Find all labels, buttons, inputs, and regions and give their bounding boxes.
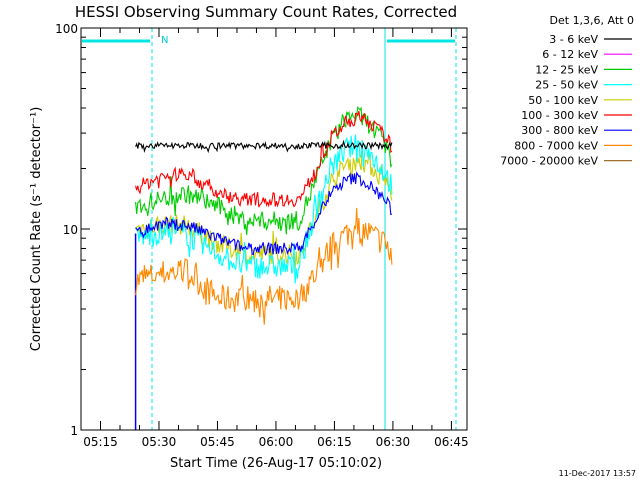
series-line-800-7000keV	[135, 207, 393, 325]
series-line-12-25keV	[135, 105, 393, 235]
y-axis: 1 10 100	[55, 22, 467, 438]
legend-label: 25 - 50 keV	[535, 79, 598, 92]
legend-label: 800 - 7000 keV	[514, 139, 598, 152]
y-tick-label: 100	[55, 22, 78, 36]
series-line-100-300keV	[135, 110, 393, 208]
x-tick-label: 05:45	[200, 435, 235, 449]
footer-date: 11-Dec-2017 13:57	[559, 469, 636, 478]
plot-marks	[80, 28, 457, 430]
legend-label: 100 - 300 keV	[521, 109, 598, 122]
x-axis-label: Start Time (26-Aug-17 05:10:02)	[170, 456, 382, 471]
legend-label: 7000 - 20000 keV	[500, 155, 598, 168]
x-tick-label: 06:00	[259, 435, 294, 449]
legend-label: 12 - 25 keV	[535, 63, 598, 76]
legend-title: Det 1,3,6, Att 0	[550, 14, 634, 27]
night-label: N	[161, 35, 168, 46]
legend-label: 6 - 12 keV	[542, 48, 598, 61]
x-tick-label: 06:15	[317, 435, 352, 449]
x-axis: 05:15 05:30 05:45 06:00 06:15 06:30 06:45	[80, 28, 469, 449]
x-tick-label: 05:15	[83, 435, 118, 449]
chart-title: HESSI Observing Summary Count Rates, Cor…	[75, 3, 457, 21]
legend-label: 3 - 6 keV	[549, 33, 598, 46]
series-line-3-6keV	[135, 139, 393, 154]
x-tick-label: 05:30	[142, 435, 177, 449]
x-tick-label: 06:45	[434, 435, 469, 449]
y-axis-label: Corrected Count Rate (s⁻¹ detector⁻¹)	[29, 107, 44, 352]
legend-label: 300 - 800 keV	[521, 124, 598, 137]
series-line-25-50keV	[135, 134, 393, 284]
y-tick-label: 10	[63, 223, 78, 237]
y-tick-label: 1	[70, 424, 78, 438]
x-tick-label: 06:30	[376, 435, 411, 449]
legend-label: 50 - 100 keV	[528, 94, 598, 107]
series-line-300-800keV	[135, 171, 393, 256]
legend: Det 1,3,6, Att 0 3 - 6 keV 6 - 12 keV 12 -…	[500, 14, 634, 168]
